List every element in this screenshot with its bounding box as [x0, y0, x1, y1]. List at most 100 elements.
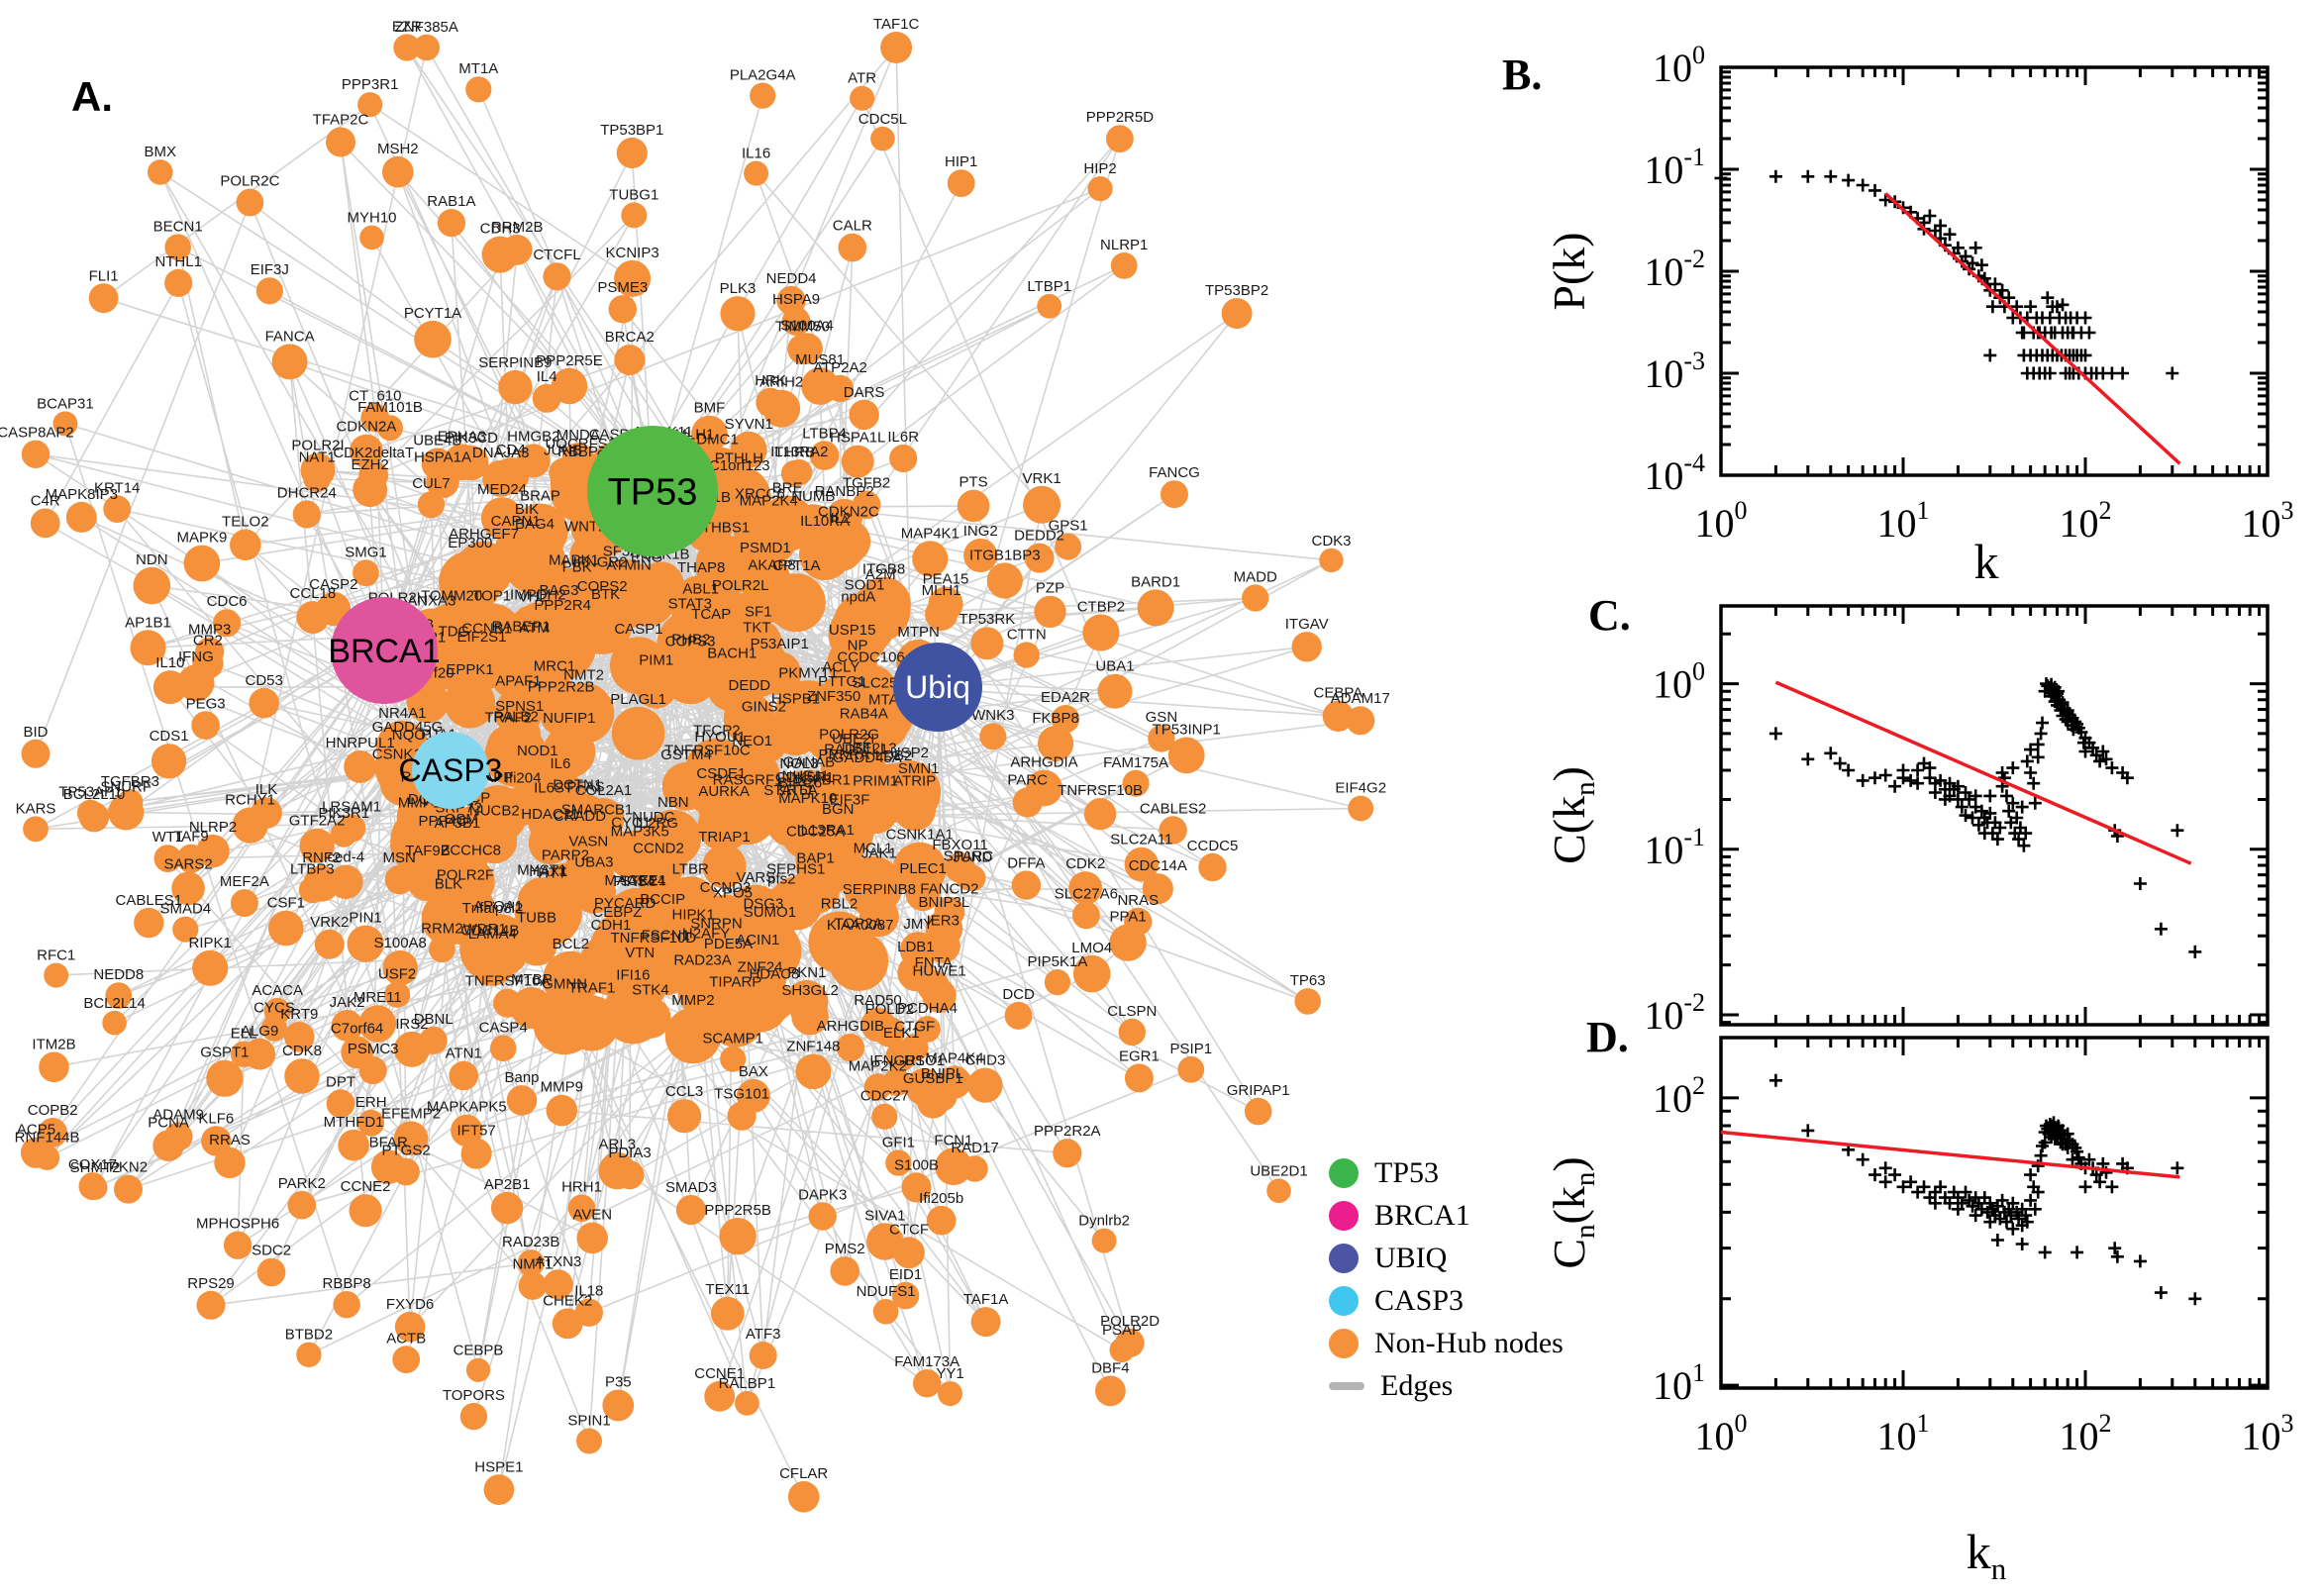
node-label: NEDD4 — [766, 270, 817, 287]
network-node — [551, 367, 588, 405]
network-node — [1044, 969, 1070, 996]
network-node — [1266, 1178, 1291, 1203]
network-node — [1242, 584, 1269, 612]
network-node — [232, 807, 268, 844]
network-node — [947, 169, 975, 198]
network-node — [897, 776, 940, 819]
node-label: BACH1 — [707, 646, 757, 662]
node-label: TFAP2C — [313, 111, 369, 128]
node-label: PEG3 — [186, 695, 226, 712]
node-label: CDS1 — [150, 728, 189, 745]
network-node — [567, 1194, 596, 1223]
axis-tick-label: 101 — [1877, 1409, 1930, 1458]
network-node — [360, 403, 390, 433]
node-label: GSN — [1146, 709, 1178, 726]
node-label: ATXN3 — [535, 1253, 581, 1270]
node-label: FNTA — [915, 954, 953, 971]
network-node — [1004, 1001, 1033, 1030]
network-node — [967, 1067, 1003, 1103]
fit-line-C — [1774, 680, 2192, 865]
node-label: TNFRSF10D — [610, 930, 696, 947]
node-label: PSMC3 — [348, 1041, 399, 1057]
network-node — [65, 501, 97, 533]
node-label: TAF9 — [173, 829, 209, 846]
network-node — [349, 1194, 382, 1228]
network-node — [885, 1149, 912, 1176]
svg-text:Ubiq: Ubiq — [905, 669, 970, 705]
node-label: USP15 — [829, 622, 876, 639]
node-label: POLR2C — [220, 173, 279, 190]
node-label: KRT14 — [94, 479, 140, 496]
node-label: USP2 — [890, 745, 929, 761]
node-label: MAP4K1 — [901, 525, 960, 542]
network-node — [720, 1046, 747, 1072]
network-node — [704, 1380, 736, 1412]
node-label: PARK2 — [278, 1175, 326, 1192]
node-label: PRIM1 — [853, 773, 898, 790]
node-label: VRK2 — [310, 914, 349, 931]
network-node — [1024, 543, 1055, 573]
network-node — [1034, 595, 1066, 629]
network-node — [213, 609, 242, 638]
node-label: TFCP2 — [693, 723, 741, 740]
node-label: WT1 — [152, 829, 184, 846]
node-label: PTGS2 — [382, 1143, 431, 1159]
node-label: FAM173A — [894, 1353, 960, 1370]
node-label: MAGEE1 — [604, 872, 666, 889]
network-node — [786, 459, 813, 486]
node-label: CAPN1 — [491, 513, 541, 530]
network-node — [421, 448, 454, 480]
network-node — [195, 637, 225, 666]
node-label: LTBR — [672, 860, 709, 877]
node-label: TNFRSF10B — [1058, 782, 1143, 799]
node-label: ARHGDIA — [1010, 754, 1077, 771]
network-node — [691, 415, 728, 452]
node-label: ABL1 — [682, 581, 719, 598]
network-node — [1159, 816, 1187, 845]
network-node — [1124, 847, 1160, 882]
node-label: PSIP1 — [1170, 1041, 1213, 1057]
network-node — [494, 688, 543, 737]
node-label: GMNN — [542, 976, 587, 993]
node-label: ZNF385A — [395, 19, 458, 36]
network-node — [913, 1369, 942, 1398]
network-node — [105, 982, 133, 1009]
network-node — [912, 541, 949, 577]
node-label: BCAP31 — [37, 395, 94, 412]
node-label: RNF144B — [15, 1130, 80, 1147]
network-node — [214, 1147, 246, 1179]
edge-swatch-icon — [1329, 1382, 1364, 1390]
network-node — [133, 566, 171, 605]
node-label: BIRC6 — [778, 775, 822, 792]
node-label: ZNF24 — [738, 958, 783, 975]
network-node — [370, 1149, 406, 1184]
node-label: RAB4A — [840, 705, 888, 722]
node-label: CTGF — [894, 1018, 935, 1035]
node-label: RFC1 — [37, 948, 75, 964]
node-label: BRAP — [520, 488, 560, 505]
node-label: DCTN1 — [553, 776, 602, 793]
node-label: CDKN2A — [336, 419, 396, 436]
node-label: DHCR24 — [277, 484, 337, 501]
network-node — [1051, 705, 1080, 734]
network-node — [326, 1089, 355, 1119]
node-label: HDAC11 — [521, 806, 578, 823]
node-label: MED24 — [477, 481, 527, 498]
node-label: SH3GL2 — [781, 982, 839, 999]
node-label: PKN2 — [109, 1159, 148, 1176]
network-node — [1026, 769, 1062, 807]
node-label: CCDC106 — [837, 649, 904, 666]
node-label: COPS3 — [665, 634, 716, 650]
node-label: Ifi205b — [919, 1190, 963, 1207]
legend-item-label: BRCA1 — [1374, 1199, 1470, 1232]
node-label: EP300 — [448, 535, 492, 551]
network-node — [344, 749, 377, 783]
network-node — [621, 202, 648, 229]
node-label: JUND — [953, 849, 992, 866]
node-label: TOPORS — [443, 1387, 505, 1404]
axis-tick-label: 103 — [2242, 1409, 2294, 1458]
node-label: THAP8 — [677, 559, 725, 576]
legend-item-label: UBIQ — [1374, 1242, 1448, 1274]
network-node — [1091, 1228, 1117, 1253]
network-node — [20, 1137, 52, 1168]
